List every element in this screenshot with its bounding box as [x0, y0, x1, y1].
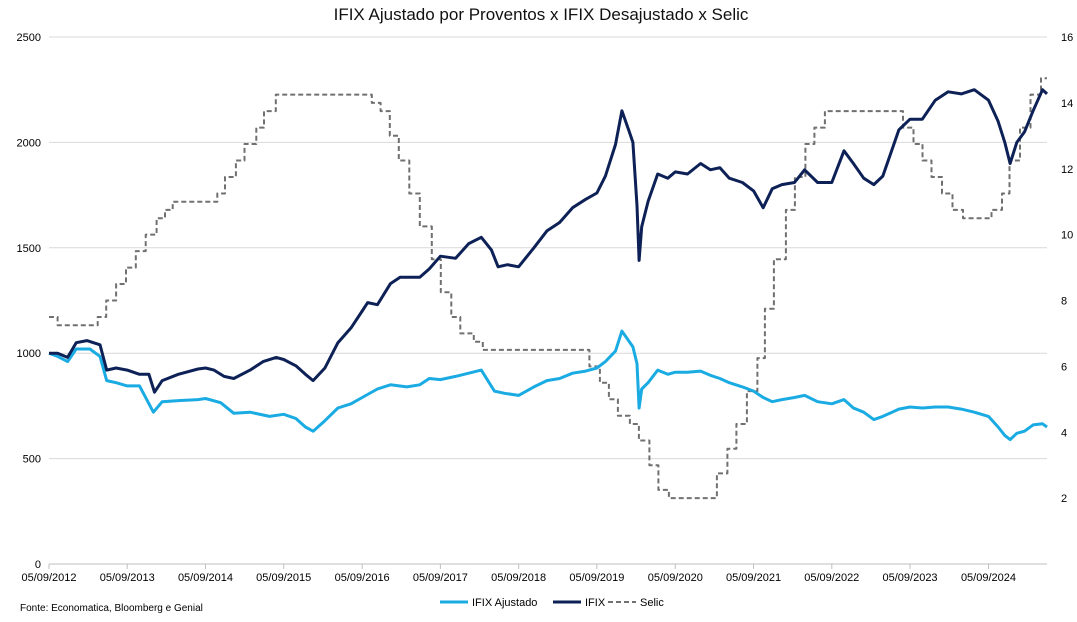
- x-tick-label: 05/09/2023: [883, 572, 938, 584]
- x-tick-label: 05/09/2018: [491, 572, 546, 584]
- right-tick-label: 6: [1061, 361, 1067, 373]
- right-tick-label: 2: [1061, 493, 1067, 505]
- right-tick-label: 14: [1061, 98, 1073, 110]
- legend-label: IFIX Ajustado: [472, 597, 537, 609]
- gridlines: [49, 36, 1047, 460]
- right-axis-ticks: 2 4 6 8 10 12 14 16: [1061, 32, 1073, 505]
- right-tick-label: 12: [1061, 164, 1073, 176]
- left-tick-label: 2000: [17, 137, 41, 149]
- x-tick-label: 05/09/2022: [804, 572, 859, 584]
- series-line-selic: [49, 77, 1047, 500]
- series-layer: [48, 77, 1049, 500]
- x-tick-label: 05/09/2019: [569, 572, 624, 584]
- right-tick-label: 4: [1061, 427, 1067, 439]
- left-tick-label: 1500: [17, 243, 41, 255]
- right-tick-label: 8: [1061, 296, 1067, 308]
- series-line-ifix-ajustado: [48, 329, 1048, 442]
- series-line-ifix: [49, 88, 1049, 394]
- left-tick-label: 0: [35, 559, 41, 571]
- x-tick-label: 05/09/2013: [100, 572, 155, 584]
- left-tick-label: 1000: [17, 348, 41, 360]
- right-tick-label: 10: [1061, 230, 1073, 242]
- x-tick-label: 05/09/2024: [961, 572, 1016, 584]
- x-tick-label: 05/09/2015: [256, 572, 311, 584]
- left-tick-label: 2500: [17, 32, 41, 44]
- x-tick-label: 05/09/2017: [413, 572, 468, 584]
- legend: IFIX Ajustado IFIX Selic: [440, 597, 664, 609]
- source-note: Fonte: Economatica, Bloomberg e Genial: [20, 603, 203, 614]
- x-tick-label: 05/09/2012: [21, 572, 76, 584]
- x-tick-label: 05/09/2016: [335, 572, 390, 584]
- x-tick-label: 05/09/2014: [178, 572, 233, 584]
- x-axis-ticks: 05/09/2012 05/09/2013 05/09/2014 05/09/2015…: [21, 564, 1016, 584]
- legend-label: Selic: [640, 597, 664, 609]
- left-tick-label: 500: [23, 454, 41, 466]
- x-tick-label: 05/09/2021: [726, 572, 781, 584]
- legend-label: IFIX: [585, 597, 606, 609]
- chart-title: IFIX Ajustado por Proventos x IFIX Desaj…: [334, 5, 749, 24]
- x-tick-label: 05/09/2020: [648, 572, 703, 584]
- right-tick-label: 16: [1061, 32, 1073, 44]
- left-axis-ticks: 0 500 1000 1500 2000 2500: [17, 32, 41, 571]
